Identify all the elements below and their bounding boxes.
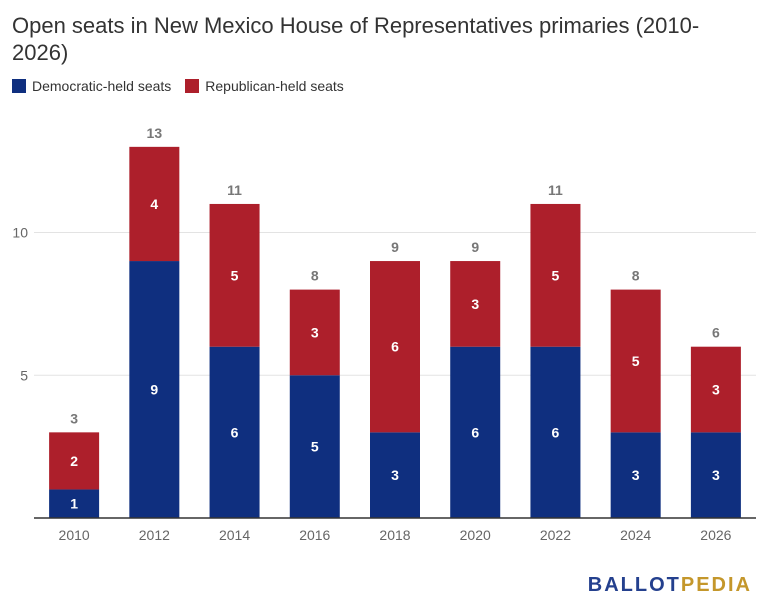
data-label-dem-2026: 3 xyxy=(712,467,720,483)
total-label-2022: 11 xyxy=(548,182,563,198)
x-tick-label-2020: 2020 xyxy=(460,527,491,543)
data-label-dem-2018: 3 xyxy=(391,467,399,483)
data-label-dem-2016: 5 xyxy=(311,439,319,455)
y-tick-label-5: 5 xyxy=(20,367,28,383)
bar-dem-2022 xyxy=(530,346,581,518)
bar-dem-2018 xyxy=(370,432,420,518)
data-label-rep-2016: 3 xyxy=(311,324,319,340)
data-label-rep-2026: 3 xyxy=(712,382,720,398)
data-label-dem-2024: 3 xyxy=(632,467,640,483)
bar-dem-2020 xyxy=(450,346,501,518)
data-label-rep-2020: 3 xyxy=(471,296,479,312)
bar-rep-2014 xyxy=(209,203,260,347)
logo-part-ballot: BALLOT xyxy=(587,574,681,596)
bar-rep-2016 xyxy=(289,289,340,376)
x-tick-label-2018: 2018 xyxy=(379,527,410,543)
total-label-2016: 8 xyxy=(311,268,319,284)
data-label-dem-2022: 6 xyxy=(552,424,560,440)
legend-swatch-republican xyxy=(185,79,200,93)
bar-dem-2012 xyxy=(129,261,180,518)
bar-dem-2014 xyxy=(209,346,260,518)
bar-rep-2020 xyxy=(450,261,501,347)
bar-rep-2024 xyxy=(610,289,661,433)
data-label-dem-2010: 1 xyxy=(70,496,78,512)
bar-rep-2010 xyxy=(49,432,100,490)
total-label-2012: 13 xyxy=(147,125,163,141)
bar-dem-2016 xyxy=(289,375,340,518)
data-label-rep-2024: 5 xyxy=(632,353,640,369)
legend-item-republican: Republican-held seats xyxy=(185,78,344,94)
legend: Democratic-held seats Republican-held se… xyxy=(12,78,358,94)
x-tick-label-2024: 2024 xyxy=(620,527,651,543)
data-label-rep-2014: 5 xyxy=(231,267,239,283)
data-label-rep-2018: 6 xyxy=(391,339,399,355)
total-label-2026: 6 xyxy=(712,325,720,341)
total-label-2010: 3 xyxy=(70,410,78,426)
bar-dem-2024 xyxy=(610,432,661,518)
total-label-2024: 8 xyxy=(632,268,640,284)
bar-rep-2018 xyxy=(370,261,420,433)
bar-dem-2026 xyxy=(690,432,741,518)
x-tick-label-2014: 2014 xyxy=(219,527,250,543)
ballotpedia-logo: BALLOTPEDIA xyxy=(588,574,752,597)
legend-label-democratic: Democratic-held seats xyxy=(32,78,172,94)
logo-part-pedia: PEDIA xyxy=(680,574,752,596)
total-label-2018: 9 xyxy=(391,239,399,255)
bar-rep-2012 xyxy=(129,146,180,262)
bar-rep-2022 xyxy=(530,203,581,347)
total-label-2020: 9 xyxy=(471,239,479,255)
x-tick-label-2016: 2016 xyxy=(299,527,330,543)
bar-dem-2010 xyxy=(49,489,100,518)
chart-title: Open seats in New Mexico House of Repres… xyxy=(12,13,700,65)
x-tick-label-2026: 2026 xyxy=(700,527,731,543)
bar-rep-2026 xyxy=(690,346,741,433)
data-label-rep-2010: 2 xyxy=(70,453,78,469)
data-label-dem-2020: 6 xyxy=(471,424,479,440)
y-tick-label-10: 10 xyxy=(12,225,28,241)
legend-swatch-democratic xyxy=(12,79,26,93)
total-label-2014: 11 xyxy=(227,182,242,198)
data-label-rep-2022: 5 xyxy=(552,267,560,283)
data-label-dem-2012: 9 xyxy=(150,382,158,398)
data-label-dem-2014: 6 xyxy=(231,424,239,440)
legend-item-democratic: Democratic-held seats xyxy=(12,78,171,94)
x-tick-label-2010: 2010 xyxy=(59,527,90,543)
legend-label-republican: Republican-held seats xyxy=(205,78,344,94)
x-tick-label-2012: 2012 xyxy=(139,527,170,543)
x-tick-label-2022: 2022 xyxy=(540,527,571,543)
data-label-rep-2012: 4 xyxy=(150,196,158,212)
